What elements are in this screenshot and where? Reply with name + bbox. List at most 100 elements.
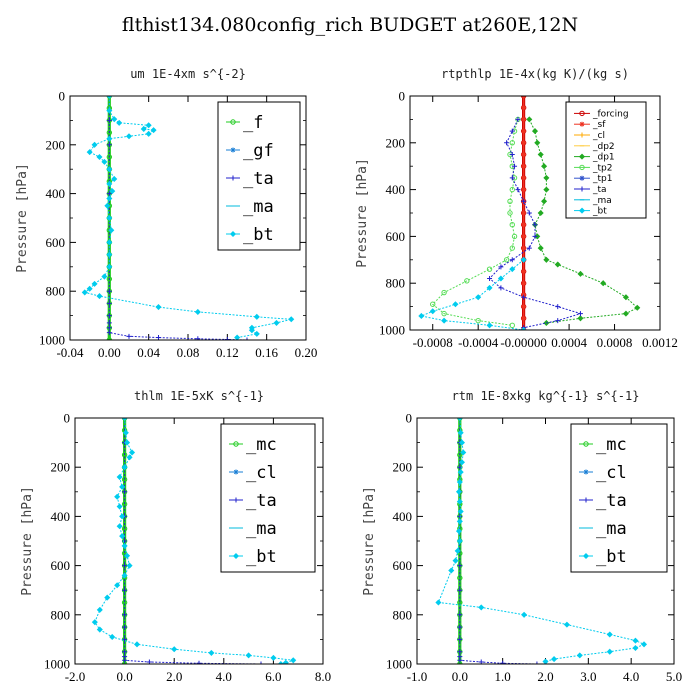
x-tick-label: 0.20: [295, 345, 318, 360]
data-point: [521, 269, 527, 274]
data-point: [124, 439, 131, 446]
legend-marker: [579, 132, 585, 138]
data-point: [515, 187, 521, 193]
data-point: [541, 198, 548, 205]
data-point: [632, 637, 639, 644]
legend-entry: _ta: [596, 491, 627, 511]
data-point: [145, 122, 152, 129]
data-point: [91, 619, 98, 626]
data-point: [521, 105, 527, 111]
legend-box: [220, 423, 316, 573]
data-point: [541, 163, 548, 170]
legend: _forcing_sf_cl_dp2_dp1_tp2_tp1_ta_ma_bt: [565, 101, 647, 219]
data-point: [116, 474, 123, 481]
series-line: [459, 418, 537, 664]
legend-marker: [579, 121, 585, 127]
data-point: [542, 658, 549, 664]
data-point: [456, 478, 463, 485]
data-point: [106, 239, 113, 246]
legend-marker: [233, 497, 239, 503]
series-bt: [81, 96, 295, 340]
legend-entry: _bt: [246, 547, 277, 567]
data-point: [106, 135, 113, 142]
data-point: [106, 117, 112, 123]
series-bt: [418, 256, 527, 330]
data-point: [532, 222, 538, 228]
data-point: [486, 266, 493, 272]
legend-entry: _ma: [243, 197, 274, 217]
data-point: [521, 222, 527, 228]
data-point: [537, 151, 544, 158]
data-point: [121, 464, 128, 471]
data-point: [521, 175, 527, 181]
data-point: [521, 128, 527, 134]
data-point: [486, 322, 493, 329]
x-tick-label: -1.0: [407, 669, 428, 684]
data-point: [521, 280, 527, 286]
data-point: [448, 567, 455, 574]
data-point: [554, 261, 561, 268]
data-point: [104, 202, 111, 209]
data-point: [258, 661, 264, 664]
chart-panel-2: rtpthlp 1E-4x(kg K)/(kg s) Pressure [hPa]…: [355, 67, 678, 350]
x-tick-label: 4.0: [623, 669, 639, 684]
data-point: [441, 317, 448, 324]
data-point: [606, 648, 613, 655]
legend-entry: _gf: [243, 141, 274, 161]
legend-entry: _ma: [246, 519, 277, 539]
x-tick-label: 5.0: [666, 669, 682, 684]
data-point: [106, 325, 112, 331]
data-point: [418, 312, 425, 319]
data-point: [106, 166, 113, 173]
data-point: [140, 125, 147, 132]
x-tick-label: 8.0: [315, 669, 331, 684]
data-point: [106, 96, 113, 100]
data-point: [106, 276, 113, 282]
data-point: [509, 322, 515, 329]
data-point: [507, 198, 513, 205]
plot-frame: [69, 95, 307, 341]
x-tick-label: 2.0: [166, 669, 182, 684]
data-point: [122, 657, 128, 663]
data-point: [632, 644, 639, 652]
legend-entry: _f: [243, 113, 263, 133]
data-point: [458, 459, 465, 466]
data-point: [543, 174, 550, 181]
legend-entry: _dp1: [592, 153, 615, 163]
legend-entry: _bt: [243, 225, 274, 245]
legend-entry: _cl: [596, 463, 627, 483]
data-point: [521, 233, 527, 239]
y-tick-label: 200: [393, 460, 413, 475]
legend-entry: _mc: [246, 435, 277, 455]
x-tick-label: 0.0: [116, 669, 132, 684]
panel-title: rtpthlp 1E-4x(kg K)/(kg s): [441, 67, 629, 81]
legend-marker: [579, 186, 585, 192]
series-dp1: [526, 116, 641, 327]
data-point: [454, 547, 461, 554]
data-point: [457, 636, 463, 642]
data-point: [563, 621, 570, 628]
series-ta: [457, 418, 540, 664]
data-point: [145, 130, 152, 137]
data-point: [509, 128, 515, 134]
legend-box: [217, 101, 301, 251]
legend-marker: [579, 164, 585, 171]
data-point: [457, 587, 463, 593]
data-point: [521, 187, 527, 193]
series-layer: [81, 96, 295, 340]
data-point: [457, 649, 463, 655]
data-point: [577, 315, 584, 322]
legend-marker: [583, 469, 589, 475]
data-point: [457, 657, 463, 663]
data-point: [487, 276, 493, 282]
series-sf: [521, 96, 527, 330]
y-tick-label: 400: [393, 509, 413, 524]
data-point: [106, 195, 113, 202]
y-tick-label: 200: [46, 137, 66, 152]
legend-marker: [578, 207, 586, 214]
legend-entry: _sf: [592, 120, 606, 130]
data-point: [634, 304, 641, 311]
y-tick-label: 600: [51, 558, 71, 573]
data-point: [600, 280, 607, 287]
panel-title: um 1E-4xm s^{-2}: [130, 67, 246, 81]
